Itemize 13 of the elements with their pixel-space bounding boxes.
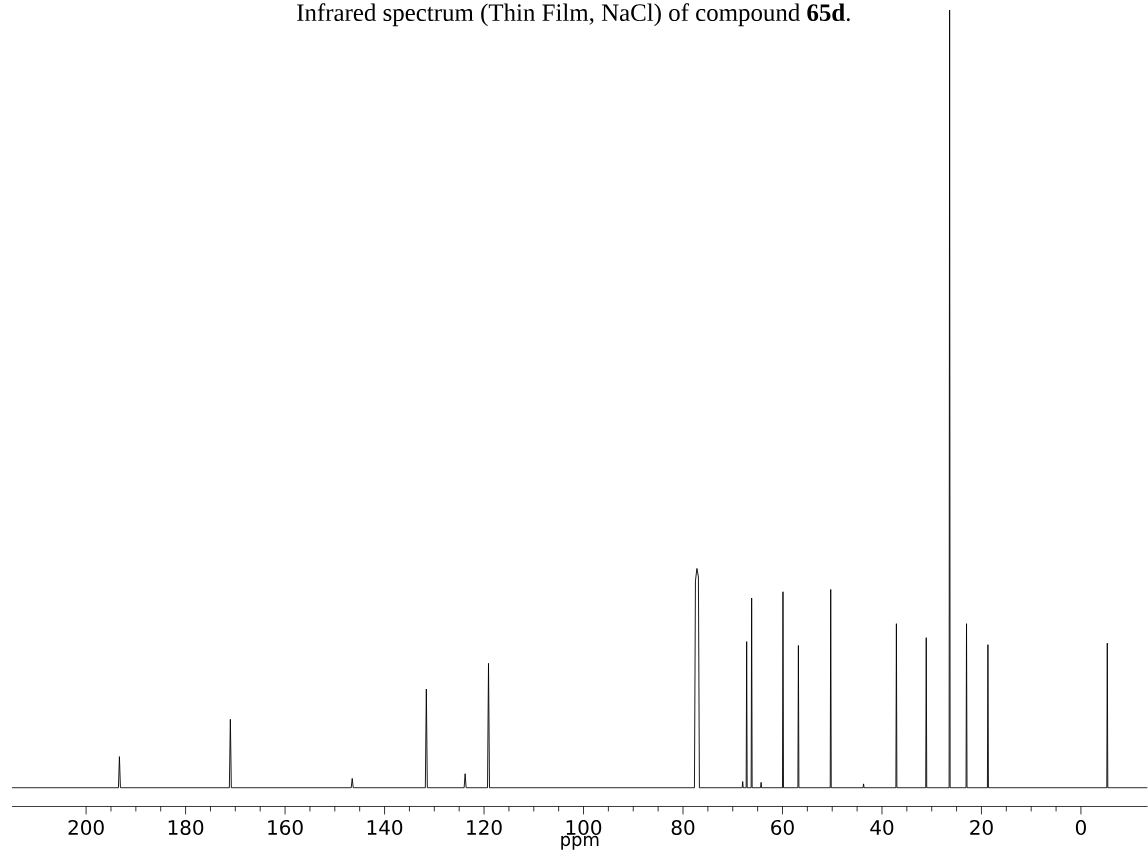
x-tick-label: 80 [671, 819, 695, 835]
chart-title: Infrared spectrum (Thin Film, NaCl) of compound 65d. [297, 3, 850, 26]
x-axis-title: ppm [561, 835, 599, 850]
x-tick-label: 120 [467, 819, 502, 835]
x-tick-label: 140 [367, 819, 403, 835]
x-tick-label: 180 [168, 819, 204, 835]
x-tick-label: 160 [268, 819, 303, 835]
x-tick-label: 0 [1075, 819, 1086, 835]
x-tick-label: 100 [566, 819, 602, 835]
x-tick-label: 60 [771, 819, 794, 835]
x-tick-label: 20 [970, 819, 993, 835]
x-tick-label: 40 [870, 819, 894, 835]
x-tick-label: 200 [68, 819, 104, 835]
